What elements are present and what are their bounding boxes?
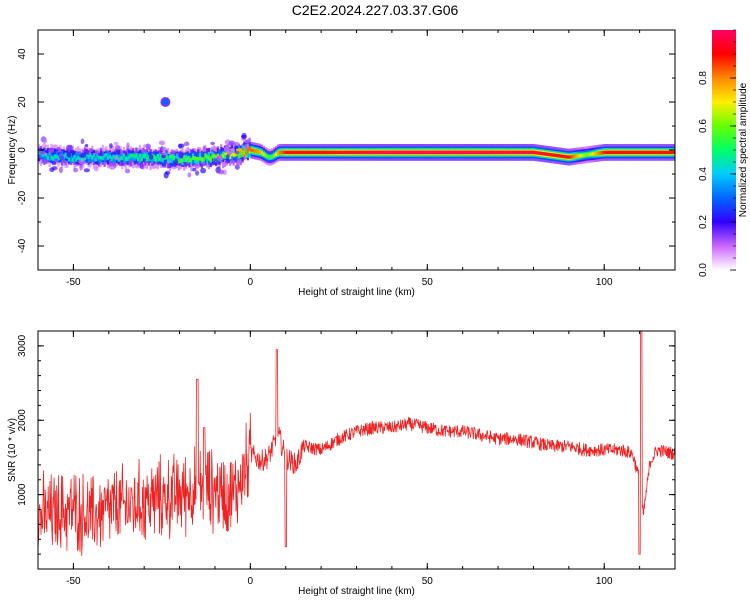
colorbar-tick-label: 0.4 [698, 167, 709, 181]
colorbar-tick-label: 0.8 [698, 71, 709, 85]
spectral-ridge [38, 97, 675, 179]
spectrogram-y-axis-label: Frequency (Hz) [7, 116, 18, 185]
colorbar-label: Normalized spectral amplitude [738, 82, 749, 217]
spectrogram-x-tick-label: 0 [248, 277, 254, 288]
colorbar-gradient [712, 30, 736, 270]
isolated-blob-core [162, 99, 169, 105]
spectrogram-y-tick-label: 0 [17, 147, 28, 153]
snr-y-tick-label: 1000 [17, 483, 28, 506]
snr-y-axis-label: SNR (10 * v/v) [7, 418, 18, 482]
snr-x-tick-label: 50 [422, 576, 434, 587]
snr-y-tick-label: 3000 [17, 334, 28, 357]
snr-x-axis-label: Height of straight line (km) [298, 586, 415, 597]
chart-title: C2E2.2024.227.03.37.G06 [291, 2, 459, 18]
spectrogram-x-tick-label: 100 [596, 277, 613, 288]
snr-series-line [38, 331, 675, 556]
colorbar-tick-label: 0.2 [698, 215, 709, 229]
colorbar-tick-label: 0.6 [698, 119, 709, 133]
colorbar: 0.0 0.2 0.4 0.6 0.8 Normalized spectral ampli… [698, 29, 749, 277]
snr-x-tick-label: 100 [596, 576, 613, 587]
snr-panel: -50 0 50 100 1000 2000 3000 Height of straight … [7, 330, 676, 597]
spectrogram-x-axis-label: Height of straight line (km) [298, 287, 415, 298]
spectrogram-y-tick-label: 20 [17, 96, 28, 108]
spectrogram-y-tick-label: -40 [17, 238, 28, 253]
snr-x-tick-label: 0 [248, 576, 254, 587]
spectrogram-x-tick-label: 50 [422, 277, 434, 288]
colorbar-tick-label: 0.0 [698, 263, 709, 277]
spectrogram-y-tick-label: 40 [17, 48, 28, 60]
snr-x-tick-label: -50 [66, 576, 81, 587]
spectrogram-panel: -50 0 50 100 -40 -20 0 20 40 Height of straight l… [7, 29, 676, 298]
spectrogram-x-tick-label: -50 [66, 277, 81, 288]
snr-y-tick-label: 2000 [17, 409, 28, 432]
spectrogram-y-tick-label: -20 [17, 190, 28, 205]
